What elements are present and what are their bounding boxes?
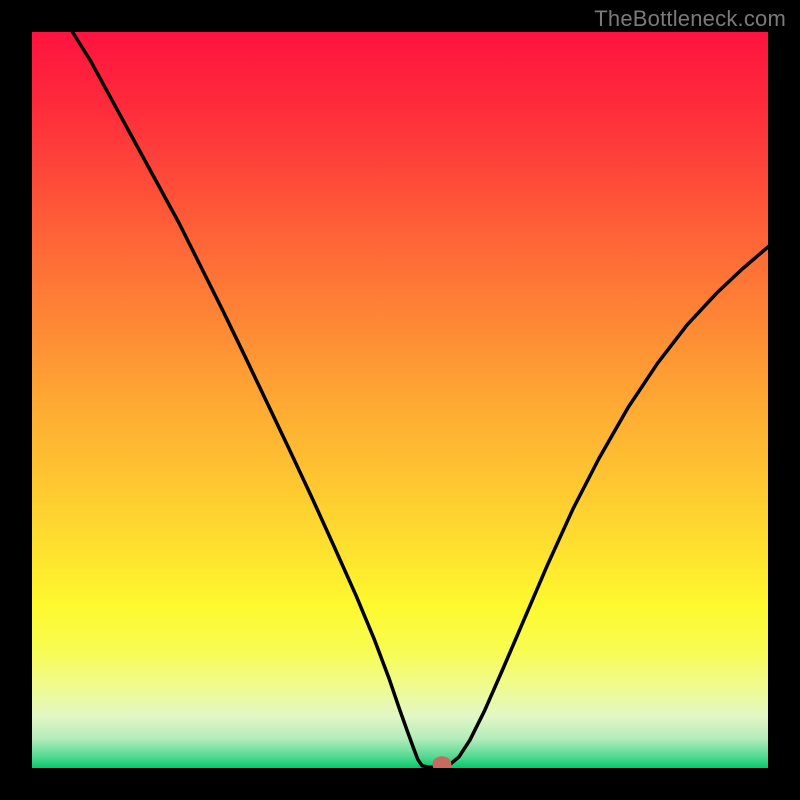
watermark-text: TheBottleneck.com bbox=[594, 6, 786, 32]
frame: TheBottleneck.com bbox=[0, 0, 800, 800]
plot-svg bbox=[32, 32, 768, 768]
plot-area bbox=[32, 32, 768, 768]
plot-background bbox=[32, 32, 768, 768]
